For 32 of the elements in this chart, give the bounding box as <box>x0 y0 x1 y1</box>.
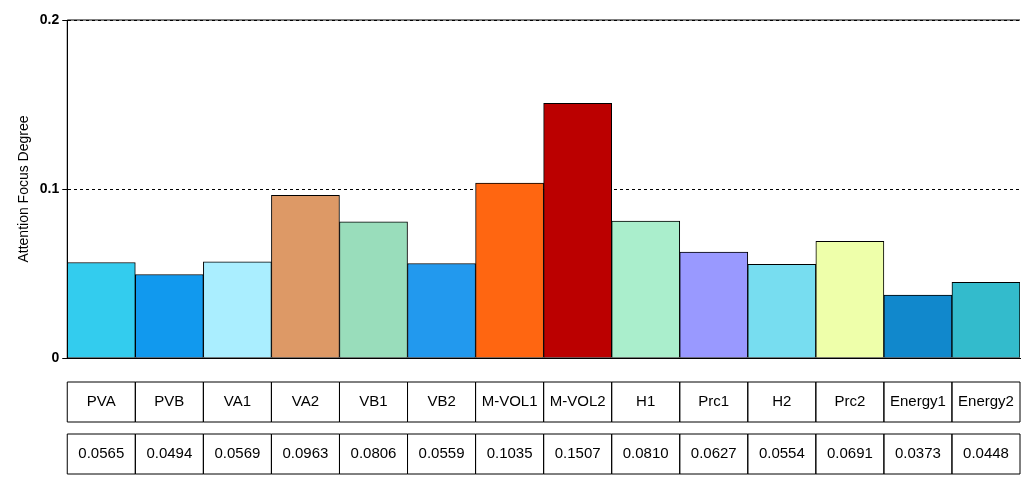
x-tick-label: PVA <box>86 392 116 410</box>
data-label: 0.0448 <box>963 444 1009 462</box>
x-tick-label: VB2 <box>427 392 456 410</box>
x-tick-label: H2 <box>772 392 792 410</box>
data-label: 0.0494 <box>146 444 193 462</box>
x-tick-label: VA2 <box>291 392 320 410</box>
data-label: 0.1507 <box>554 444 601 462</box>
y-tick-label: 0 <box>51 348 60 365</box>
data-label: 0.0691 <box>826 444 873 462</box>
data-label: 0.0806 <box>350 444 397 462</box>
data-label: 0.0565 <box>78 444 125 462</box>
data-label: 0.0963 <box>282 444 329 462</box>
x-tick-label: M-VOL2 <box>549 392 606 410</box>
x-tick-label: Prc2 <box>834 392 866 410</box>
data-label: 0.0569 <box>214 444 261 462</box>
data-label: 0.0559 <box>418 444 465 462</box>
y-tick-label: 0.2 <box>39 10 60 27</box>
x-tick-label: VA1 <box>223 392 252 410</box>
data-label: 0.1035 <box>486 444 533 462</box>
data-label: 0.0810 <box>622 444 669 462</box>
x-tick-label: M-VOL1 <box>481 392 538 410</box>
y-tick-label: 0.1 <box>39 179 60 196</box>
x-tick-label: VB1 <box>359 392 388 410</box>
data-label: 0.0373 <box>894 444 941 462</box>
data-label: 0.0627 <box>690 444 737 462</box>
y-axis-title: Attention Focus Degree <box>15 115 32 263</box>
x-tick-label: PVB <box>154 392 185 410</box>
x-tick-label: Prc1 <box>698 392 730 410</box>
data-label: 0.0554 <box>758 444 805 462</box>
x-tick-label: Energy1 <box>889 392 946 410</box>
x-tick-label: H1 <box>636 392 656 410</box>
x-tick-label: Energy2 <box>958 392 1014 410</box>
